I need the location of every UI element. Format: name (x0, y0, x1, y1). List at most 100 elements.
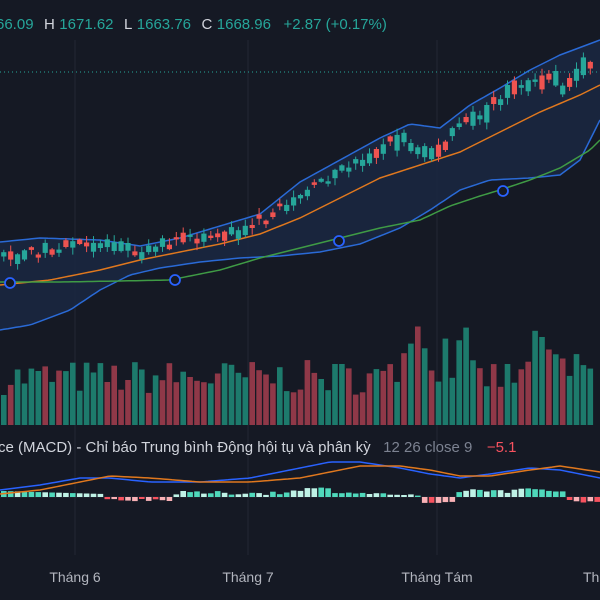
macd-histogram-bar (297, 490, 304, 497)
volume-bar (401, 353, 407, 425)
macd-histogram-bar (180, 491, 186, 497)
candle-body (77, 239, 83, 244)
candle-body (318, 178, 324, 182)
macd-histogram-bar (159, 497, 166, 501)
volume-bar (208, 383, 214, 425)
volume-bar (221, 363, 228, 425)
macd-histogram-bar (83, 493, 90, 497)
volume-bar (546, 349, 552, 425)
macd-histogram-bar (346, 492, 352, 497)
candle-body (394, 134, 400, 151)
macd-histogram-bar (546, 490, 552, 497)
candle-body (442, 141, 448, 150)
candle-body (311, 182, 317, 185)
macd-pane[interactable] (0, 461, 600, 503)
candle-body (187, 234, 193, 237)
macd-histogram-bar (201, 493, 207, 497)
candle-body (470, 111, 476, 126)
candle-body (339, 165, 345, 171)
candle-body (346, 167, 352, 172)
candle-body (567, 78, 573, 87)
volume-bar (380, 370, 387, 425)
candle-body (28, 247, 34, 250)
macd-histogram-bar (366, 494, 373, 497)
volume-bar (152, 375, 159, 425)
macd-histogram-bar (125, 497, 131, 501)
legend-close-value: 1668.96 (217, 16, 271, 33)
volume-bar (325, 390, 331, 425)
volume-bar (90, 372, 97, 425)
volume-bar (470, 360, 476, 425)
candle-body (277, 203, 283, 207)
macd-histogram-bar (352, 493, 359, 497)
macd-histogram-bar (532, 489, 538, 497)
volume-bar (132, 362, 138, 425)
volume-bar (366, 373, 373, 425)
candle-body (42, 242, 48, 253)
macd-histogram-bar (152, 497, 159, 500)
candle-body (539, 75, 545, 90)
volume-bar (304, 360, 311, 425)
candle-body (15, 254, 21, 264)
candle-body (166, 244, 172, 250)
volume-bar (277, 367, 283, 425)
x-tick-label: Tháng Tám (401, 569, 472, 585)
macd-legend[interactable]: ce (MACD) - Chỉ báo Trung bình Động hội … (0, 439, 516, 456)
volume-bar (104, 382, 111, 425)
candle-body (90, 242, 97, 252)
macd-histogram-bar (35, 492, 42, 497)
candle-body (111, 242, 117, 251)
x-axis: Tháng 6 Tháng 7 Tháng Tám Th (49, 569, 599, 585)
ohlc-legend: 66.09 H 1671.62 L 1663.76 C 1668.96 +2.8… (0, 16, 387, 33)
volume-bar (125, 380, 131, 425)
candle-body (180, 232, 186, 243)
candle-body (84, 242, 90, 247)
candlesticks[interactable] (1, 52, 593, 270)
macd-histogram-bar (415, 495, 421, 497)
candle-body (387, 136, 393, 142)
volume-bar (49, 381, 55, 425)
candle-body (56, 249, 62, 253)
macd-histogram-bar (145, 497, 152, 501)
macd-histogram-bar (511, 489, 518, 497)
candle-body (504, 85, 511, 98)
candle-body (580, 57, 586, 76)
candle-body (353, 159, 359, 164)
macd-histogram-bar (408, 494, 414, 497)
candle-body (373, 149, 379, 158)
macd-histogram-bar (63, 492, 69, 497)
candle-body (546, 73, 552, 80)
volume-bars (1, 326, 594, 425)
candle-body (63, 240, 69, 247)
volume-bar (477, 368, 483, 425)
candle-body (525, 80, 531, 92)
candle-body (284, 204, 290, 211)
candle-body (511, 80, 517, 95)
macd-value: −5.1 (487, 439, 517, 456)
candle-body (477, 115, 483, 120)
volume-bar (497, 386, 504, 425)
volume-bar (194, 380, 200, 425)
candle-body (1, 252, 7, 257)
volume-bar (249, 362, 255, 425)
candle-body (235, 230, 241, 239)
candle-body (587, 61, 593, 69)
volume-bar (387, 364, 393, 425)
volume-bar (559, 358, 566, 425)
macd-histogram-bar (449, 497, 456, 502)
candle-body (553, 71, 559, 86)
candle-body (401, 132, 407, 143)
candle-body (49, 249, 55, 255)
candle-body (146, 245, 152, 253)
macd-histogram-bar (283, 492, 290, 497)
volume-bar (352, 394, 359, 425)
volume-bar (1, 395, 7, 425)
x-tick-label: Tháng 6 (49, 569, 101, 585)
candle-body (249, 225, 255, 228)
macd-histogram-bar (221, 492, 228, 497)
macd-histogram-bar (525, 488, 531, 497)
volume-bar (346, 368, 352, 425)
macd-signal-line (0, 465, 600, 495)
